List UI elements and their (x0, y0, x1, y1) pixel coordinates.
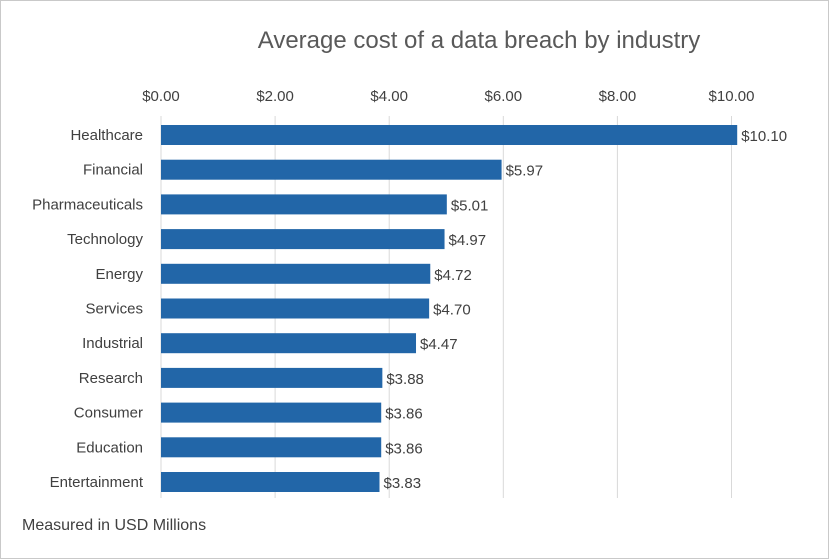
bars (161, 125, 738, 492)
x-tick-label: $0.00 (142, 88, 180, 105)
category-label: Consumer (74, 405, 143, 422)
category-label: Healthcare (70, 127, 143, 144)
data-labels: $10.10 $5.97 $5.01 $4.97 $4.72 $4.70 $4.47 $3.8… (384, 128, 788, 492)
data-label: $3.83 (384, 475, 422, 492)
data-label: $3.86 (385, 406, 423, 423)
data-label: $5.97 (506, 163, 544, 180)
x-tick-label: $2.00 (256, 88, 294, 105)
bar (161, 298, 430, 319)
bar (161, 229, 445, 250)
data-label: $4.47 (420, 336, 458, 353)
category-label: Services (85, 301, 143, 318)
chart-title: Average cost of a data breach by industr… (258, 27, 701, 54)
bar (161, 367, 383, 388)
data-label: $3.88 (386, 371, 424, 388)
x-tick-label: $8.00 (599, 88, 637, 105)
data-label: $3.86 (385, 440, 423, 457)
bar (161, 263, 431, 284)
data-label: $4.70 (433, 302, 471, 319)
data-label: $5.01 (451, 197, 489, 214)
category-label: Entertainment (50, 474, 144, 491)
bar (161, 125, 738, 145)
footnote: Measured in USD Millions (22, 517, 207, 534)
x-tick-label: $6.00 (485, 88, 523, 105)
data-label: $10.10 (741, 128, 787, 145)
x-tick-label: $4.00 (370, 88, 408, 105)
x-axis-ticks: $0.00 $2.00 $4.00 $6.00 $8.00 $10.00 (142, 88, 754, 105)
category-label: Research (79, 370, 143, 387)
data-label: $4.97 (449, 232, 487, 249)
category-label: Technology (67, 231, 143, 248)
category-label: Education (76, 439, 143, 456)
category-labels: Healthcare Financial Pharmaceuticals Techno… (32, 127, 144, 491)
category-label: Industrial (82, 335, 143, 352)
bar (161, 437, 382, 458)
bar (161, 159, 502, 180)
bar (161, 194, 447, 215)
category-label: Pharmaceuticals (32, 196, 143, 213)
data-label: $4.72 (434, 267, 472, 284)
bar (161, 472, 380, 492)
bar (161, 333, 417, 354)
category-label: Energy (95, 266, 143, 283)
x-tick-label: $10.00 (709, 88, 755, 105)
bar (161, 402, 382, 423)
category-label: Financial (83, 162, 143, 179)
